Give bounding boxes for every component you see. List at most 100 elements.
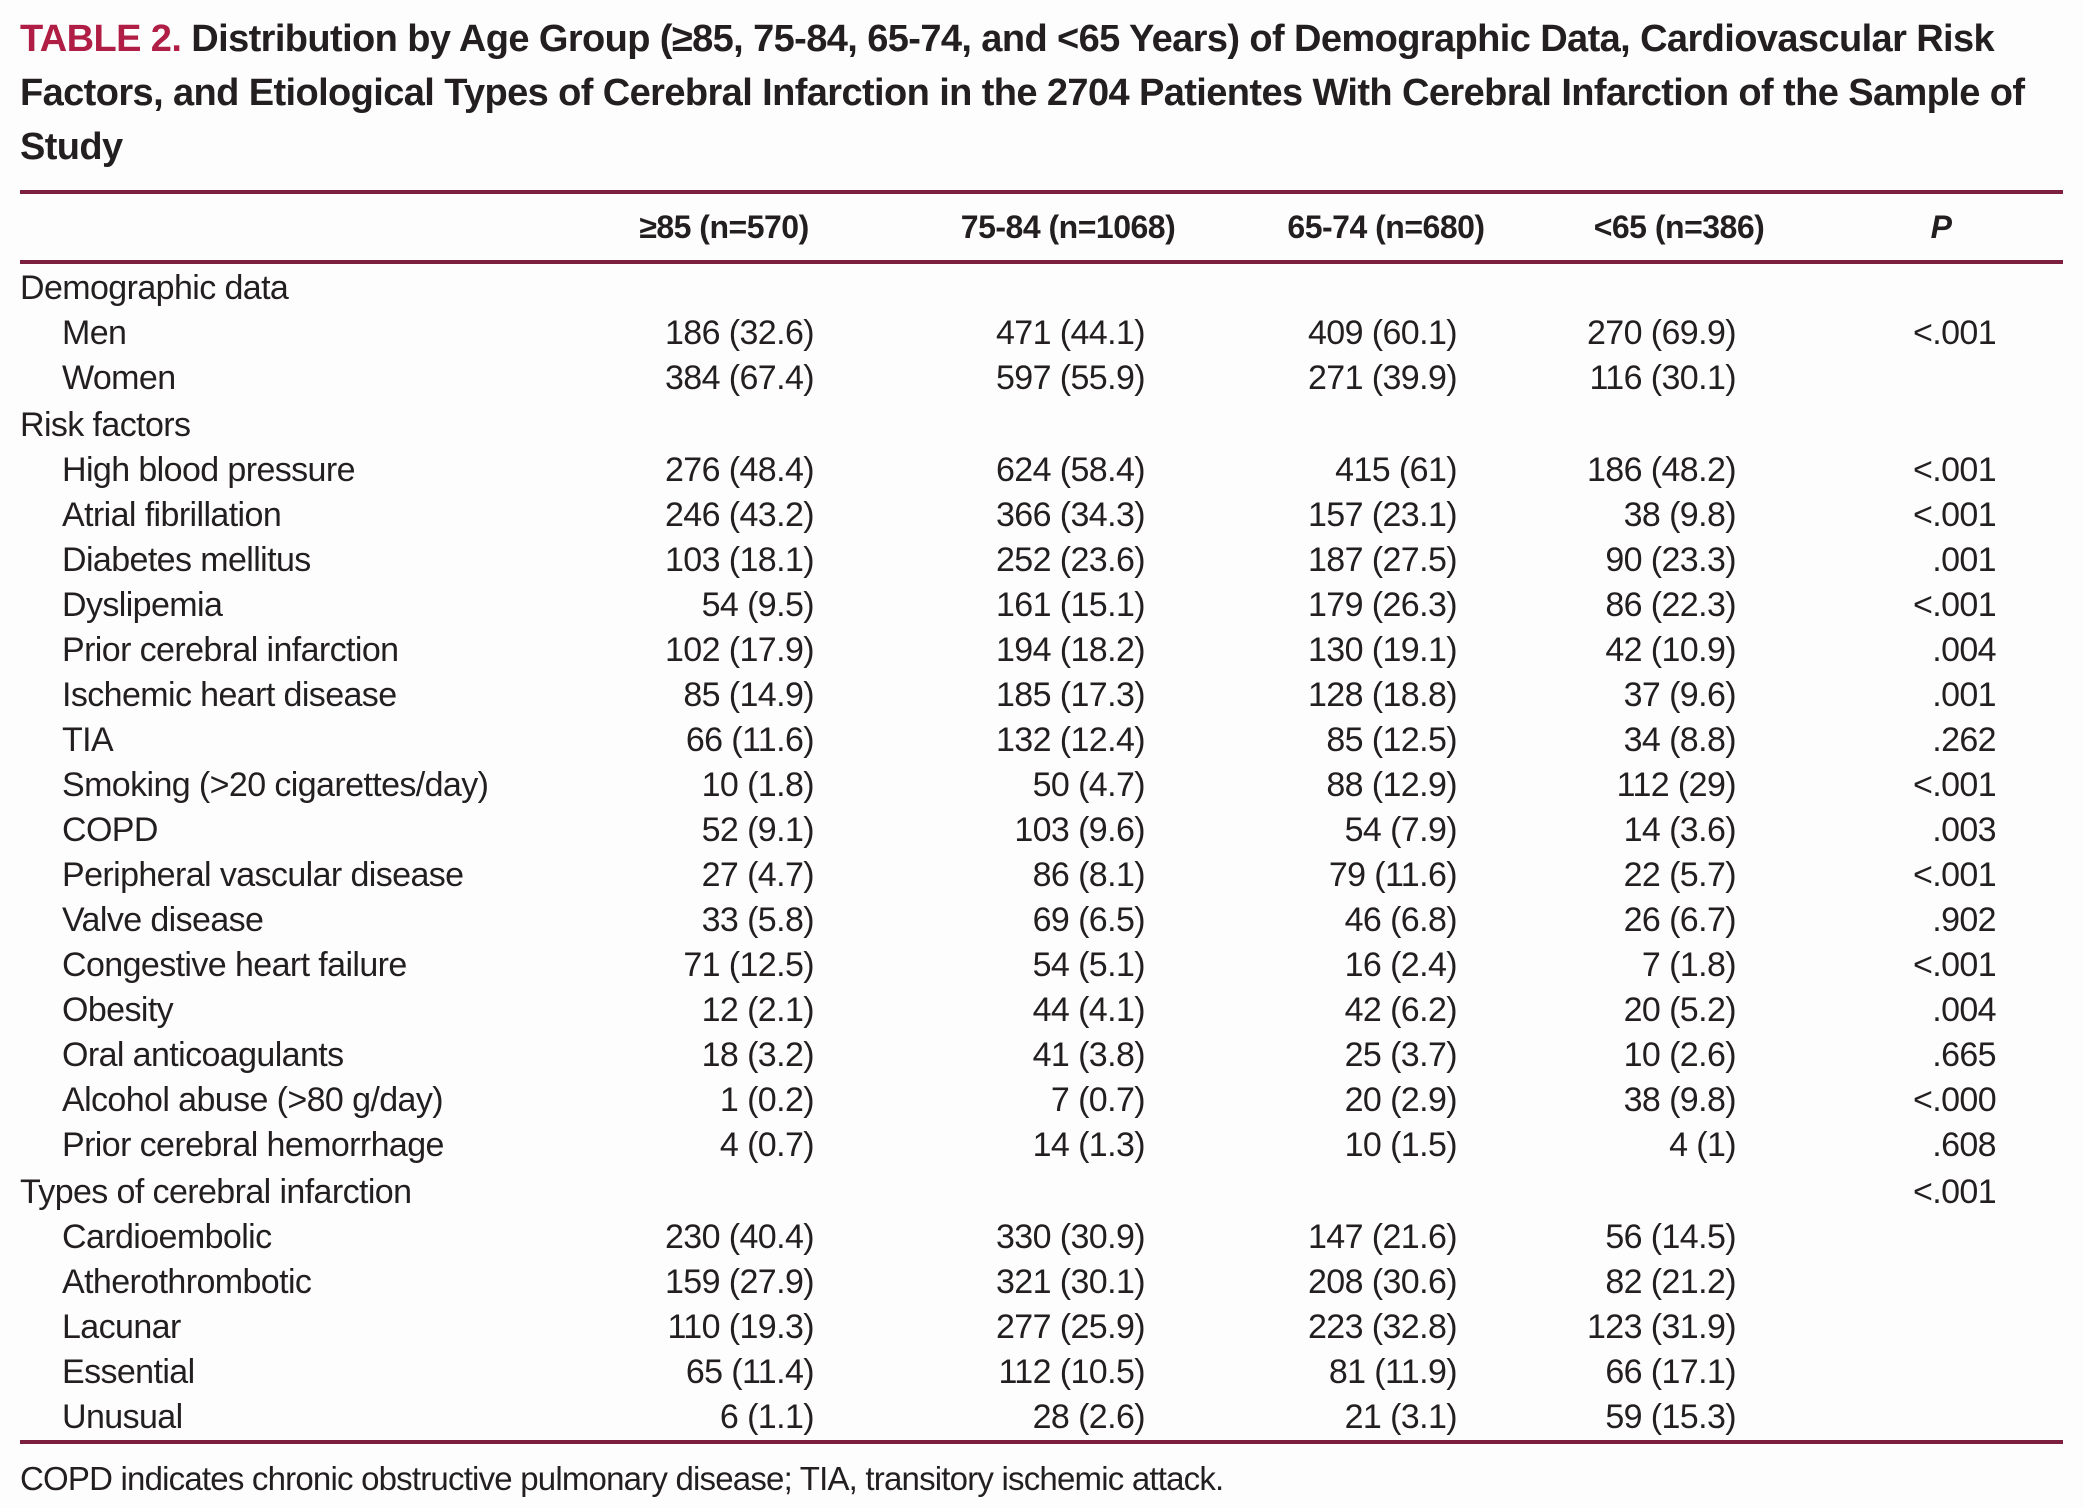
cell-p-value: <.001 — [1912, 946, 1997, 984]
row-label: High blood pressure — [62, 451, 355, 489]
table-row: Women 384 (67.4) 597 (55.9) 271 (39.9) 116 (… — [20, 356, 2063, 401]
cell-value: 52 (9.1) — [701, 811, 815, 849]
cell-p-value: .004 — [1932, 991, 1996, 1029]
row-label: Congestive heart failure — [62, 946, 407, 984]
cell-p-value — [1819, 1215, 2063, 1260]
cell-value: 85 (12.5) — [1326, 721, 1457, 759]
cell-value: 321 (30.1) — [996, 1263, 1146, 1301]
cell-value: 103 (18.1) — [665, 541, 815, 579]
row-label: Prior cerebral infarction — [62, 631, 399, 669]
row-label: Obesity — [62, 991, 174, 1029]
cell-p-value: <.001 — [1912, 586, 1997, 624]
cell-value: 157 (23.1) — [1308, 496, 1458, 534]
cell-value — [1539, 262, 1819, 311]
cell-value: 86 (22.3) — [1605, 586, 1736, 624]
cell-p-value: .665 — [1932, 1036, 1996, 1074]
row-label: Demographic data — [20, 269, 289, 307]
cell-value: 38 (9.8) — [1623, 1081, 1737, 1119]
cell-value — [1233, 1168, 1539, 1215]
row-label: Ischemic heart disease — [62, 676, 397, 714]
cell-p-value — [1819, 401, 2063, 448]
row-label: Diabetes mellitus — [62, 541, 311, 579]
cell-value: 277 (25.9) — [996, 1308, 1146, 1346]
cell-value: 65 (11.4) — [685, 1353, 815, 1391]
cell-value: 71 (12.5) — [683, 946, 814, 984]
cell-value: 330 (30.9) — [996, 1218, 1146, 1256]
data-table: ≥85 (n=570) 75-84 (n=1068) 65-74 (n=680)… — [20, 190, 2063, 1444]
cell-value: 37 (9.6) — [1623, 676, 1737, 714]
cell-value: 187 (27.5) — [1308, 541, 1458, 579]
cell-value: 27 (4.7) — [701, 856, 815, 894]
header-age-75-84: 75-84 (n=1068) — [960, 208, 1176, 245]
table-row: Valve disease 33 (5.8) 69 (6.5) 46 (6.8) 26 … — [20, 898, 2063, 943]
table-body: Demographic data Men 186 (32.6) 471 (44.1) 4… — [20, 262, 2063, 1442]
cell-value: 20 (5.2) — [1623, 991, 1737, 1029]
table-row: Prior cerebral infarction 102 (17.9) 194 (… — [20, 628, 2063, 673]
row-label: Atherothrombotic — [62, 1263, 312, 1301]
row-label: Men — [62, 314, 127, 352]
row-label: Women — [62, 359, 176, 397]
cell-value: 223 (32.8) — [1308, 1308, 1458, 1346]
cell-value: 86 (8.1) — [1032, 856, 1146, 894]
cell-p-value — [1819, 1305, 2063, 1350]
cell-value: 54 (9.5) — [701, 586, 815, 624]
cell-value: 69 (6.5) — [1032, 901, 1146, 939]
row-label: Lacunar — [62, 1308, 181, 1346]
table-row: High blood pressure 276 (48.4) 624 (58.4) 4… — [20, 448, 2063, 493]
cell-value — [903, 401, 1233, 448]
row-label: Atrial fibrillation — [62, 496, 282, 534]
cell-value: 54 (5.1) — [1032, 946, 1146, 984]
table-row: Cardioembolic 230 (40.4) 330 (30.9) 147 (21… — [20, 1215, 2063, 1260]
header-p-value: P — [1930, 208, 1952, 245]
cell-value: 130 (19.1) — [1308, 631, 1458, 669]
cell-value — [1539, 401, 1819, 448]
cell-p-value — [1819, 356, 2063, 401]
cell-value: 186 (48.2) — [1587, 451, 1737, 489]
cell-p-value: .001 — [1932, 676, 1996, 714]
cell-value: 415 (61) — [1335, 451, 1457, 489]
row-label: COPD — [62, 811, 158, 849]
cell-p-value — [1819, 1350, 2063, 1395]
row-label: Unusual — [62, 1398, 183, 1436]
cell-value: 14 (3.6) — [1623, 811, 1737, 849]
table-number-label: TABLE 2. — [20, 18, 182, 60]
table-row: Alcohol abuse (>80 g/day) 1 (0.2) 7 (0.7) 2… — [20, 1078, 2063, 1123]
cell-value: 10 (1.8) — [701, 766, 815, 804]
cell-value: 14 (1.3) — [1032, 1126, 1146, 1164]
cell-p-value: .262 — [1932, 721, 1996, 759]
cell-value: 25 (3.7) — [1344, 1036, 1458, 1074]
cell-value: 82 (21.2) — [1605, 1263, 1736, 1301]
cell-p-value: .001 — [1932, 541, 1996, 579]
row-label: Cardioembolic — [62, 1218, 272, 1256]
cell-value: 46 (6.8) — [1344, 901, 1458, 939]
table-row: Unusual 6 (1.1) 28 (2.6) 21 (3.1) 59 (15.3) — [20, 1395, 2063, 1442]
section-row: Demographic data — [20, 262, 2063, 311]
table-footnote: COPD indicates chronic obstructive pulmo… — [20, 1460, 1224, 1497]
cell-value — [1233, 262, 1539, 311]
cell-value: 38 (9.8) — [1623, 496, 1737, 534]
table-row: Smoking (>20 cigarettes/day) 10 (1.8) 50 (… — [20, 763, 2063, 808]
table-row: Ischemic heart disease 85 (14.9) 185 (17.3… — [20, 673, 2063, 718]
cell-value: 1 (0.2) — [719, 1081, 815, 1119]
table-row: Peripheral vascular disease 27 (4.7) 86 (8… — [20, 853, 2063, 898]
cell-p-value: <.001 — [1912, 856, 1997, 894]
cell-value: 85 (14.9) — [683, 676, 814, 714]
cell-value: 194 (18.2) — [996, 631, 1146, 669]
table-row: Congestive heart failure 71 (12.5) 54 (5.1… — [20, 943, 2063, 988]
cell-value: 4 (0.7) — [719, 1126, 815, 1164]
cell-value: 66 (17.1) — [1605, 1353, 1736, 1391]
cell-value: 230 (40.4) — [665, 1218, 815, 1256]
cell-value: 33 (5.8) — [701, 901, 815, 939]
cell-value: 42 (6.2) — [1344, 991, 1458, 1029]
cell-p-value: .004 — [1932, 631, 1996, 669]
header-row: ≥85 (n=570) 75-84 (n=1068) 65-74 (n=680)… — [20, 192, 2063, 262]
cell-p-value — [1819, 1395, 2063, 1442]
cell-value: 161 (15.1) — [996, 586, 1146, 624]
cell-value: 88 (12.9) — [1326, 766, 1457, 804]
cell-value: 270 (69.9) — [1587, 314, 1737, 352]
cell-value: 10 (1.5) — [1344, 1126, 1458, 1164]
cell-value — [545, 401, 903, 448]
table-row: Atherothrombotic 159 (27.9) 321 (30.1) 208 … — [20, 1260, 2063, 1305]
cell-value: 409 (60.1) — [1308, 314, 1458, 352]
